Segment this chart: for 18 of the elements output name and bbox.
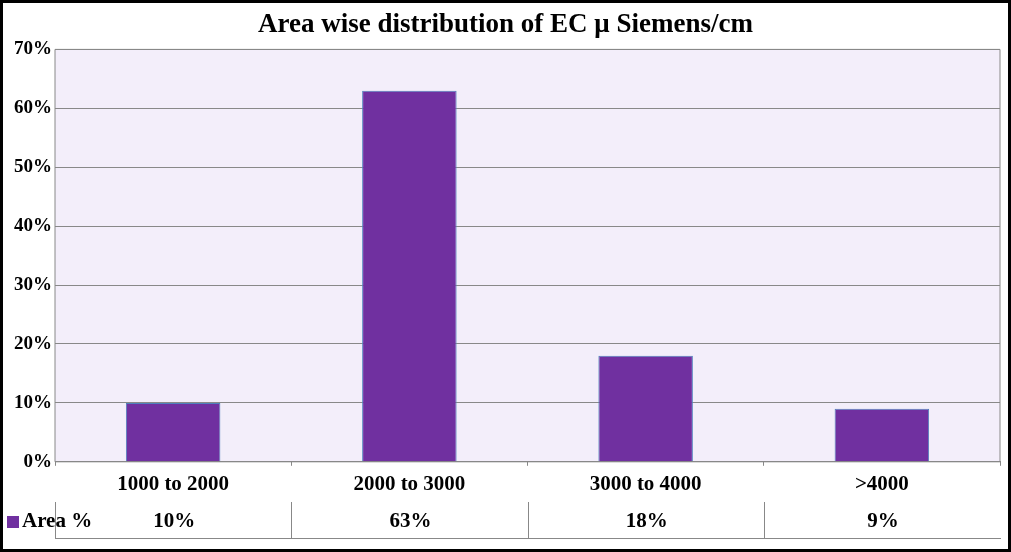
text: 63% bbox=[389, 507, 432, 532]
y-tick-label: 20% bbox=[14, 331, 52, 353]
y-tick-label: 50% bbox=[14, 155, 52, 177]
chart-title: Area wise distribution of EC μ Siemens/cm bbox=[258, 8, 754, 39]
x-tick-label: 3000 to 4000 bbox=[589, 470, 702, 495]
text: 10% bbox=[153, 507, 196, 532]
text: 18% bbox=[625, 507, 668, 532]
x-tick-label: 1000 to 2000 bbox=[117, 470, 230, 495]
y-tick-label: 30% bbox=[14, 272, 52, 294]
x-tick-label: >4000 bbox=[854, 470, 909, 495]
legend-label: Area % bbox=[21, 506, 93, 534]
y-tick-label: 70% bbox=[14, 37, 52, 59]
text: 9% bbox=[867, 507, 899, 532]
x-tick-label: 2000 to 3000 bbox=[353, 470, 466, 495]
y-tick-label: 10% bbox=[14, 390, 52, 412]
y-tick-label: 40% bbox=[14, 214, 52, 236]
y-tick-label: 60% bbox=[14, 96, 52, 118]
y-tick-label: 0% bbox=[23, 449, 52, 471]
